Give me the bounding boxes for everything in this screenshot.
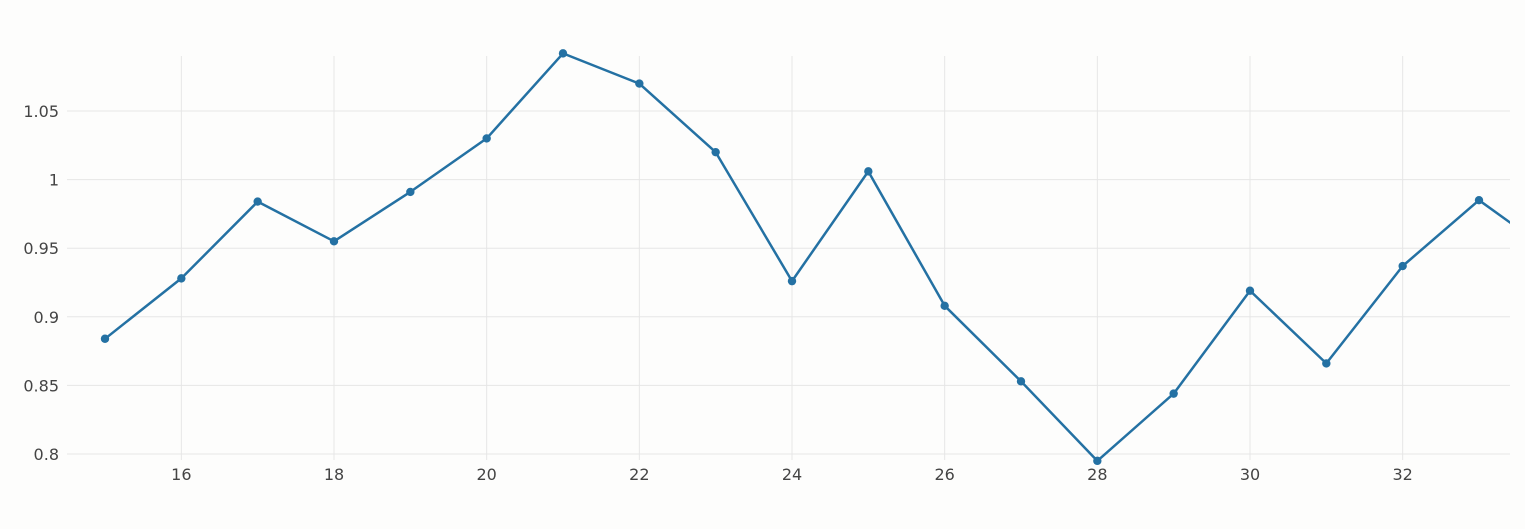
y-tick-labels: 0.8 0.85 0.9 0.95 1 1.05: [23, 102, 59, 464]
data-point[interactable]: [1474, 195, 1484, 205]
y-tick-label: 0.8: [34, 445, 59, 464]
y-tick-label: 0.9: [34, 308, 59, 327]
x-tick-label: 26: [934, 465, 954, 484]
data-point[interactable]: [635, 79, 644, 88]
data-point[interactable]: [1398, 261, 1407, 271]
data-point[interactable]: [1169, 389, 1178, 398]
data-point[interactable]: [177, 274, 186, 283]
x-tick-label: 18: [324, 465, 344, 484]
data-point[interactable]: [787, 276, 797, 286]
x-tick-label: 30: [1240, 465, 1260, 484]
series-layer: [100, 49, 1510, 466]
x-tick-label: 24: [782, 465, 802, 484]
x-tick-label: 28: [1087, 465, 1107, 484]
y-tick-label: 0.95: [23, 239, 59, 258]
data-point[interactable]: [1016, 377, 1026, 386]
y-gridlines: [67, 110, 1510, 455]
data-point[interactable]: [940, 301, 949, 311]
data-point[interactable]: [1093, 456, 1102, 466]
data-point[interactable]: [558, 49, 568, 58]
x-gridlines: [180, 56, 1404, 460]
y-tick-label: 1: [49, 171, 59, 190]
data-point[interactable]: [100, 334, 110, 343]
x-tick-label: 16: [171, 465, 191, 484]
data-point[interactable]: [1322, 359, 1331, 368]
x-tick-label: 32: [1392, 465, 1412, 484]
data-point[interactable]: [1245, 286, 1255, 295]
x-tick-labels: 16 18 20 22 24 26 28 30 32: [171, 465, 1413, 484]
y-tick-label: 1.05: [23, 102, 59, 121]
y-tick-label: 0.85: [23, 376, 59, 395]
data-point[interactable]: [711, 147, 720, 157]
data-point[interactable]: [406, 187, 415, 197]
data-point[interactable]: [329, 237, 339, 246]
data-point[interactable]: [253, 197, 262, 206]
data-point[interactable]: [864, 167, 873, 176]
x-tick-label: 20: [476, 465, 496, 484]
series-line: [103, 52, 1510, 463]
data-point[interactable]: [482, 134, 491, 143]
x-tick-label: 22: [629, 465, 649, 484]
